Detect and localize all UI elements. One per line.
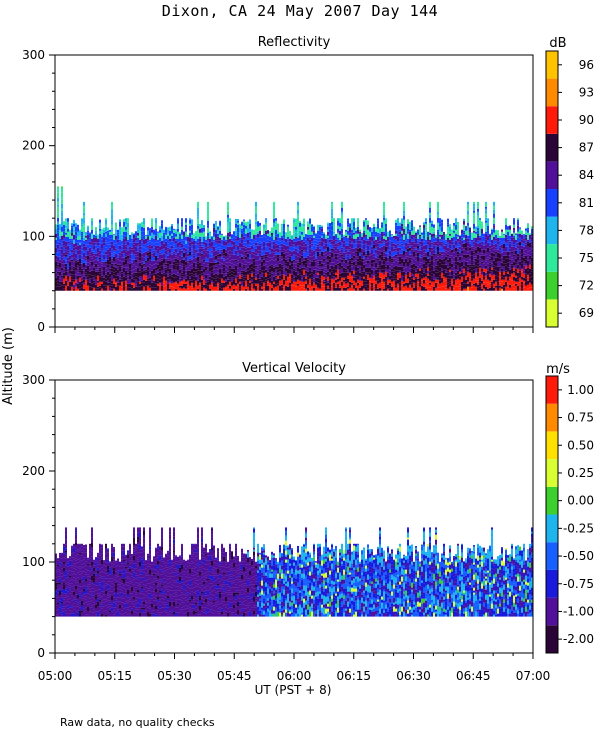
- colorbar-swatch: [546, 625, 558, 653]
- colorbar-label: -0.75: [563, 577, 594, 591]
- colorbar-label: 0.25: [567, 466, 594, 480]
- y-tick-label: 100: [22, 229, 45, 243]
- x-tick-label: 06:30: [396, 669, 431, 683]
- colorbar-swatch: [546, 299, 558, 327]
- x-tick-label: 06:00: [277, 669, 312, 683]
- reflectivity-panel: Reflectivity 0 100 200 300 69 72 75 78 81 84 87 90 93…: [22, 35, 594, 334]
- colorbar-swatch: [546, 569, 558, 598]
- colorbar-label: -0.50: [563, 549, 594, 563]
- y-tick-label: 300: [22, 373, 45, 387]
- colorbar-label: 81: [579, 196, 594, 210]
- colorbar-label: -0.25: [563, 521, 594, 535]
- colorbar: -2.00 -1.00 -0.75 -0.50 -0.25 0.00 0.25 0.50 0.7…: [545, 362, 594, 654]
- y-axis-label: Altitude (m): [1, 327, 16, 405]
- y-tick-label: 0: [37, 320, 45, 334]
- colorbar-label: 84: [579, 168, 594, 182]
- colorbar-label: 0.00: [567, 494, 594, 508]
- panel-title: Vertical Velocity: [242, 361, 346, 376]
- y-tick-label: 100: [22, 555, 45, 569]
- x-tick-label: 05:30: [157, 669, 192, 683]
- colorbar-label: 87: [579, 141, 594, 155]
- colorbar-unit: dB: [549, 36, 566, 51]
- colorbar-swatch: [546, 403, 558, 432]
- colorbar-frame: [545, 375, 559, 654]
- y-tick-label: 0: [37, 646, 45, 660]
- heatmap-data: [55, 186, 533, 291]
- colorbar-label: 69: [579, 306, 594, 320]
- colorbar-swatch: [546, 376, 558, 404]
- colorbar-label: 0.50: [567, 438, 594, 452]
- colorbar-swatch: [546, 216, 558, 245]
- colorbar-unit: m/s: [546, 362, 570, 377]
- panel-title: Reflectivity: [258, 35, 331, 50]
- colorbar-swatch: [546, 161, 558, 189]
- colorbar-swatch: [546, 431, 558, 460]
- colorbar-label: 1.00: [567, 383, 594, 397]
- colorbar-label: 90: [579, 113, 594, 127]
- x-tick-label: 06:15: [336, 669, 371, 683]
- colorbar: 69 72 75 78 81 84 87 90 93 96 dB: [545, 36, 594, 328]
- colorbar-swatch: [546, 189, 558, 217]
- y-tick-label: 200: [22, 139, 45, 153]
- colorbar-swatch: [546, 244, 558, 272]
- colorbar-label: -1.00: [563, 604, 594, 618]
- vertical-velocity-panel: Vertical Velocity 0 100 200 300 05:00 05:15 05:…: [22, 361, 594, 683]
- y-tick-label: 300: [22, 48, 45, 62]
- colorbar-label: 96: [579, 58, 594, 72]
- colorbar-label: 93: [579, 85, 594, 99]
- x-tick-label: 05:15: [97, 669, 132, 683]
- colorbar-label: 75: [579, 251, 594, 265]
- colorbar-label: 0.75: [567, 411, 594, 425]
- x-tick-label: 07:00: [516, 669, 551, 683]
- colorbar-swatch: [546, 486, 558, 515]
- x-tick-label: 05:45: [217, 669, 252, 683]
- footnote: Raw data, no quality checks: [60, 716, 215, 729]
- colorbar-label: 78: [579, 223, 594, 237]
- page-title: Dixon, CA 24 May 2007 Day 144: [161, 2, 439, 20]
- colorbar-swatch: [546, 514, 558, 543]
- colorbar-swatch: [546, 51, 558, 79]
- colorbar-swatch: [546, 597, 558, 626]
- colorbar-label: 72: [579, 279, 594, 293]
- colorbar-frame: [545, 50, 559, 328]
- colorbar-swatch: [546, 271, 558, 300]
- x-tick-label: 05:00: [38, 669, 73, 683]
- colorbar-label: -2.00: [563, 632, 594, 646]
- x-axis-label: UT (PST + 8): [255, 683, 332, 697]
- y-tick-label: 200: [22, 464, 45, 478]
- colorbar-swatch: [546, 106, 558, 134]
- x-tick-label: 06:45: [456, 669, 491, 683]
- heatmap-data: [55, 527, 533, 617]
- colorbar-swatch: [546, 133, 558, 162]
- colorbar-swatch: [546, 78, 558, 107]
- colorbar-swatch: [546, 459, 558, 487]
- colorbar-swatch: [546, 542, 558, 570]
